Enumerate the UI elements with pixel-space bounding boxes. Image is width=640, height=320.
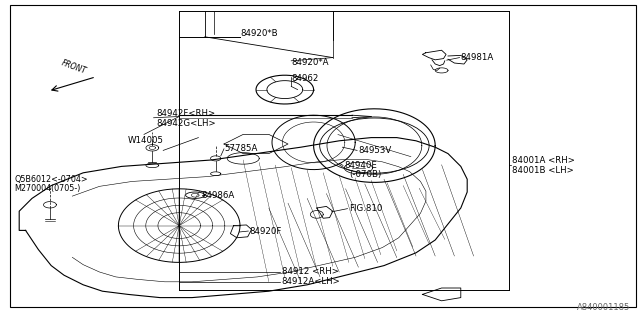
Text: 84920*A: 84920*A — [291, 58, 329, 67]
Text: (-070B): (-070B) — [349, 170, 381, 179]
Text: 84942G<LH>: 84942G<LH> — [157, 119, 216, 128]
Text: 84912 <RH>: 84912 <RH> — [282, 268, 339, 276]
Text: FRONT: FRONT — [60, 59, 87, 76]
Text: 84953V: 84953V — [358, 146, 392, 155]
Text: 84942F<RH>: 84942F<RH> — [157, 109, 216, 118]
Text: 84940E: 84940E — [344, 161, 377, 170]
Text: 84912A<LH>: 84912A<LH> — [282, 277, 340, 286]
Text: 84986A: 84986A — [202, 191, 235, 200]
Text: Q5B6012<-0704>: Q5B6012<-0704> — [15, 175, 88, 184]
Text: FIG.810: FIG.810 — [349, 204, 382, 213]
Text: 84001A <RH>: 84001A <RH> — [512, 156, 575, 165]
Text: 84962: 84962 — [291, 74, 319, 83]
Text: 84981A: 84981A — [461, 53, 494, 62]
Text: M270004(0705-): M270004(0705-) — [15, 184, 81, 193]
Text: 84001B <LH>: 84001B <LH> — [512, 166, 573, 175]
Text: 84920F: 84920F — [250, 227, 282, 236]
Text: 84920*B: 84920*B — [240, 29, 278, 38]
Text: 57785A: 57785A — [224, 144, 257, 153]
Text: W14005: W14005 — [128, 136, 164, 145]
Text: A840001185: A840001185 — [577, 303, 630, 312]
